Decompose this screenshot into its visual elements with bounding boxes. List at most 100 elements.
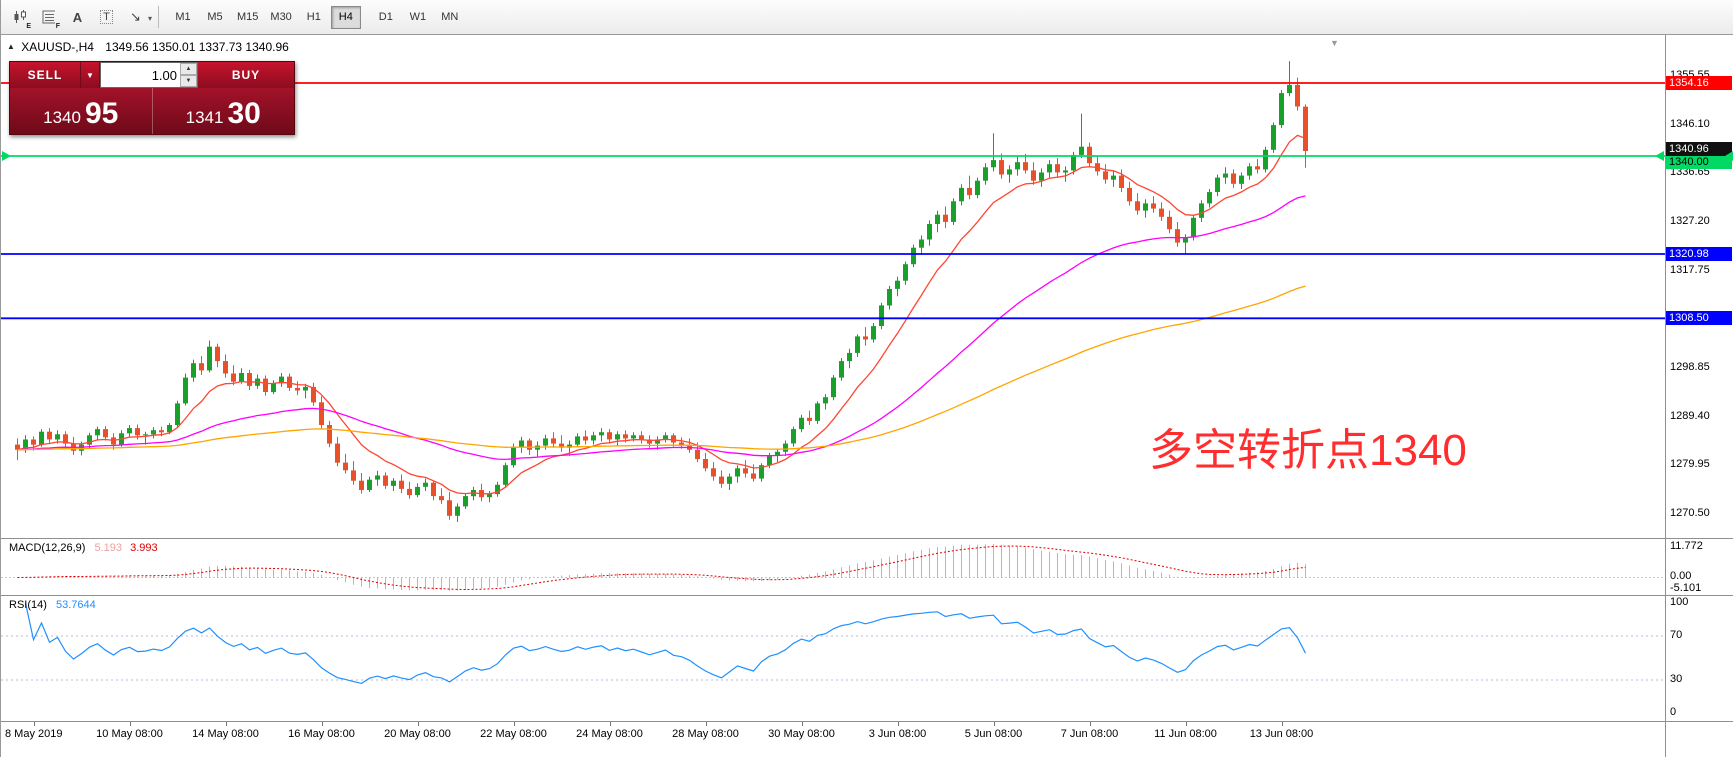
symbol-title: XAUUSD-,H4 <box>21 40 94 54</box>
macd-rsi-separator <box>1 595 1733 596</box>
candle <box>535 441 540 458</box>
diagonal-arrow-icon: ↘ <box>130 9 141 24</box>
time-axis-tick <box>1185 722 1187 726</box>
macd-indicator-label: MACD(12,26,9) 5.193 3.993 <box>9 542 158 554</box>
timeframe-h1-button[interactable]: H1 <box>299 6 329 29</box>
letter-a-icon: A <box>72 9 83 25</box>
toolbar-separator <box>158 6 159 28</box>
timeframe-m30-button[interactable]: M30 <box>265 6 296 29</box>
indicator-list-icon[interactable]: F <box>35 5 62 30</box>
candle <box>735 465 740 483</box>
volume-increase-button[interactable]: ▲ <box>180 63 197 75</box>
candle <box>983 163 988 185</box>
candle <box>1135 193 1140 215</box>
macd-axis-label: 0.00 <box>1670 570 1692 582</box>
candle <box>1143 199 1148 218</box>
time-axis-tick <box>321 722 323 726</box>
candle <box>95 426 100 440</box>
candle <box>439 488 444 504</box>
ma-45-line <box>17 195 1306 461</box>
price-axis[interactable]: 1355.55 1346.10 1336.65 1327.20 1317.75 1298.… <box>1665 0 1733 757</box>
rsi-name: RSI(14) <box>9 599 47 611</box>
candle <box>951 198 956 225</box>
timeframe-m5-button[interactable]: M5 <box>200 6 230 29</box>
text-box-icon[interactable]: T <box>93 5 120 30</box>
candle <box>1039 168 1044 187</box>
candle <box>103 426 108 441</box>
candle <box>263 375 268 396</box>
candle <box>1007 165 1012 183</box>
candle <box>615 431 620 446</box>
macd-axis-label: 11.772 <box>1670 540 1703 552</box>
candle <box>1199 200 1204 222</box>
buy-price-main: 1341 <box>185 108 224 127</box>
rsi-panel-canvas[interactable] <box>1 596 1733 722</box>
macd-histogram <box>25 544 1306 591</box>
buy-price[interactable]: 1341 30 <box>153 88 295 134</box>
candle <box>175 400 180 428</box>
candle <box>823 394 828 410</box>
buy-button[interactable]: BUY <box>198 62 294 88</box>
candlestick-template-icon[interactable]: E <box>6 5 33 30</box>
time-axis-label: 20 May 08:00 <box>384 728 451 740</box>
candle <box>1159 202 1164 221</box>
candle <box>503 462 508 487</box>
macd-panel-canvas[interactable] <box>1 539 1733 596</box>
candle <box>751 464 756 482</box>
macd-axis-label: -5.101 <box>1670 582 1702 594</box>
candle <box>791 426 796 447</box>
candle <box>63 431 68 448</box>
candle <box>183 373 188 406</box>
volume-dropdown-button[interactable]: ▼ <box>80 62 100 88</box>
price-tick-label: 1346.10 <box>1670 118 1710 130</box>
timeframe-mn-button[interactable]: MN <box>435 6 465 29</box>
candle <box>303 383 308 399</box>
mini-candles-icon <box>14 10 26 23</box>
candle <box>223 354 228 378</box>
candle <box>199 356 204 375</box>
candle <box>247 369 252 390</box>
buy-price-pips: 30 <box>227 97 261 130</box>
time-axis-label: 5 Jun 08:00 <box>964 728 1023 740</box>
sell-button[interactable]: SELL <box>10 62 80 88</box>
timeframe-h4-button[interactable]: H4 <box>330 5 361 29</box>
mini-list-icon <box>42 10 55 24</box>
candle <box>391 478 396 491</box>
candle <box>591 431 596 445</box>
candle <box>31 436 36 451</box>
volume-input[interactable] <box>101 63 180 87</box>
price-tick-label: 1327.20 <box>1670 215 1710 227</box>
time-axis-tick <box>225 722 227 726</box>
candle <box>383 472 388 489</box>
candle <box>839 358 844 381</box>
candle <box>1031 162 1036 185</box>
price-chart-canvas[interactable] <box>1 35 1733 539</box>
candle <box>1247 163 1252 180</box>
timeframe-d1-button[interactable]: D1 <box>371 6 401 29</box>
text-label-icon[interactable]: A <box>64 5 91 30</box>
candle <box>375 470 380 486</box>
candle <box>231 365 236 386</box>
ma-10-line <box>17 134 1306 495</box>
time-axis-label: 10 May 08:00 <box>96 728 163 740</box>
candle <box>967 175 972 200</box>
candle <box>39 429 44 447</box>
time-axis[interactable]: 8 May 2019 10 May 08:00 14 May 08:00 16 May… <box>1 722 1665 757</box>
timeframe-m15-button[interactable]: M15 <box>232 6 263 29</box>
sell-price[interactable]: 1340 95 <box>10 88 153 134</box>
candle <box>847 348 852 369</box>
timeframe-w1-button[interactable]: W1 <box>403 6 433 29</box>
trade-panel-top-row: SELL ▼ ▲ ▼ BUY <box>10 62 294 88</box>
chart-shift-marker-icon[interactable]: ▼ <box>1330 38 1339 48</box>
time-axis-tick <box>513 722 515 726</box>
candle <box>575 433 580 448</box>
candle <box>639 431 644 444</box>
timeframe-m1-button[interactable]: M1 <box>168 6 198 29</box>
candle <box>999 153 1004 179</box>
volume-decrease-button[interactable]: ▼ <box>180 75 197 87</box>
arrow-tools-icon[interactable]: ↘ ▾ <box>122 5 152 30</box>
candle <box>743 460 748 478</box>
candle <box>1063 166 1068 182</box>
candle <box>343 453 348 474</box>
